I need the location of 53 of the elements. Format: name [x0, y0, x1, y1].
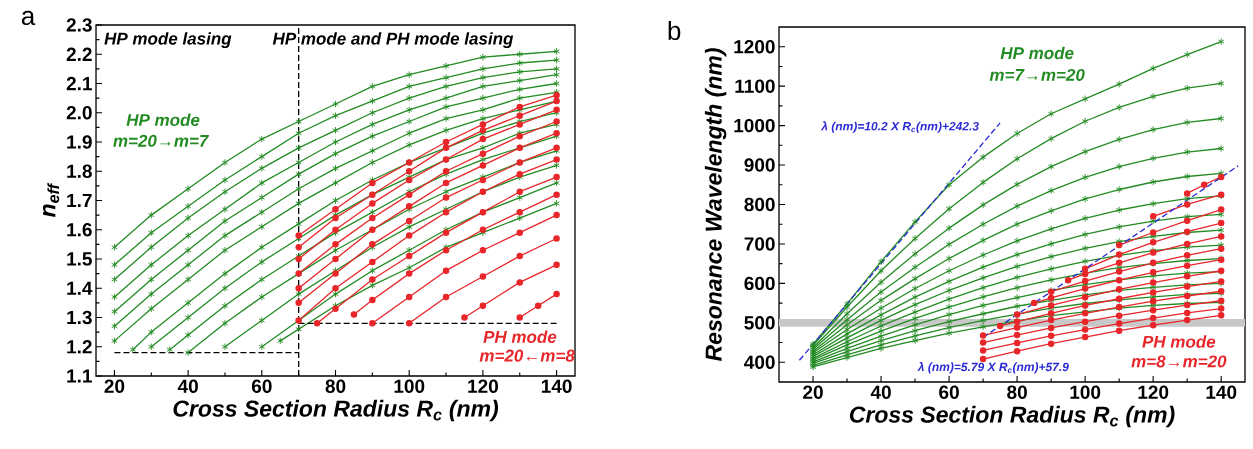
x-tick-label: 40 [177, 379, 198, 393]
y-tick-label: 1.8 [67, 164, 92, 178]
y-tick-label: 600 [744, 276, 775, 291]
y-axis-title: Resonance Wavelength (nm) [704, 48, 727, 362]
annotation: λ (nm)=10.2 X R$_{c}$(nm)+242.3 [820, 121, 979, 133]
x-tick-label: 80 [1007, 385, 1027, 399]
y-tick-label: 1200 [734, 39, 775, 54]
annotation: λ (nm)=5.79 X R$_{c}$(nm)+57.9 [917, 362, 1069, 374]
y-axis-title: n$_{eff}$ [42, 182, 60, 218]
annotation: PH mode [483, 330, 557, 343]
y-tick-label: 700 [744, 237, 775, 251]
y-tick-label: 1.6 [67, 223, 92, 237]
x-tick-label: 120 [1138, 385, 1169, 399]
y-tick-label: 2.0 [66, 106, 92, 120]
y-tick-label: 1.4 [67, 281, 93, 295]
annotation: HP mode and PH mode lasing [272, 32, 514, 49]
y-tick-label: 900 [744, 158, 775, 172]
x-tick-label: 100 [394, 379, 425, 393]
y-tick-label: 1.5 [67, 252, 92, 266]
y-tick-label: 1100 [735, 79, 775, 93]
annotation: HP mode lasing [104, 32, 232, 49]
y-tick-label: 1.9 [67, 135, 92, 149]
x-tick-label: 20 [104, 379, 125, 393]
y-tick-label: 1.3 [67, 310, 92, 325]
annotation: m=8→m=20 [1131, 355, 1227, 368]
chart-title: a [21, 10, 36, 26]
annotation: m=7→m=20 [989, 68, 1085, 81]
y-tick-label: 1.2 [67, 340, 92, 354]
x-tick-label: 140 [1206, 385, 1237, 399]
annotation: m=20→m=7 [113, 134, 210, 147]
x-tick-label: 60 [251, 379, 272, 393]
x-axis-title: Cross Section Radius R$_{c}$ (nm) [173, 399, 499, 422]
x-tick-label: 100 [1070, 385, 1101, 399]
x-axis-title: Cross Section Radius R$_{c}$ (nm) [849, 405, 1175, 428]
annotation: HP mode [126, 113, 200, 127]
chart-title: b [668, 21, 681, 41]
y-tick-label: 1000 [734, 118, 775, 133]
y-tick-label: 2.1 [66, 76, 92, 91]
x-tick-label: 20 [803, 385, 823, 399]
y-tick-label: 400 [744, 355, 775, 369]
x-tick-label: 60 [939, 385, 959, 399]
x-tick-label: 140 [541, 379, 572, 393]
annotation: HP mode [1000, 46, 1074, 60]
y-tick-label: 800 [744, 197, 775, 212]
y-tick-label: 1.7 [67, 193, 92, 208]
annotation: PH mode [1142, 335, 1216, 348]
y-tick-label: 1.1 [67, 369, 92, 383]
y-tick-label: 500 [744, 316, 775, 330]
y-tick-label: 2.2 [66, 47, 92, 61]
y-tick-label: 2.3 [66, 18, 92, 32]
x-tick-label: 120 [468, 379, 498, 393]
x-tick-label: 40 [870, 385, 891, 399]
x-tick-label: 80 [325, 379, 346, 393]
